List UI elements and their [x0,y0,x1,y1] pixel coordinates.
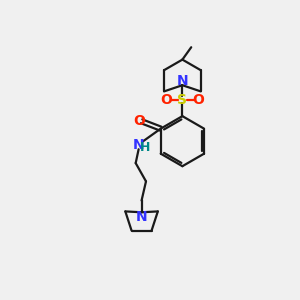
Text: N: N [133,138,144,152]
Text: O: O [193,93,205,107]
Text: N: N [136,210,147,224]
Text: S: S [177,93,188,107]
Text: N: N [177,74,188,88]
Text: H: H [140,141,150,154]
Text: O: O [160,93,172,107]
Text: O: O [134,114,146,128]
